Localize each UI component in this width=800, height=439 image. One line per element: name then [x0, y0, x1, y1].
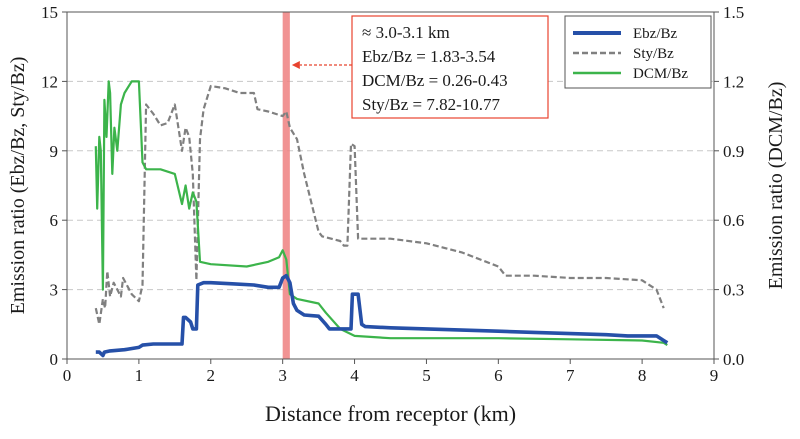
x-tick-label: 1	[135, 366, 144, 385]
series-line-ebz-bz	[95, 273, 669, 358]
y-left-tick-label: 6	[50, 211, 59, 230]
legend-label-sty-bz: Sty/Bz	[633, 46, 674, 62]
series-layer	[94, 80, 669, 358]
y-axis-left-title: Emission ratio (Ebz/Bz, Sty/Bz)	[7, 57, 29, 315]
series-line-sty-bz	[94, 84, 665, 326]
y-right-tick-label: 0.9	[723, 142, 744, 161]
y-axis-right-title: Emission ratio (DCM/Bz)	[765, 82, 787, 290]
x-tick-label: 2	[207, 366, 216, 385]
y-right-tick-label: 0.3	[723, 281, 744, 300]
x-tick-label: 7	[566, 366, 575, 385]
annotation-arrowhead	[291, 61, 300, 69]
annotation-line: ≈ 3.0-3.1 km	[362, 23, 450, 42]
y-left-tick-label: 3	[50, 281, 59, 300]
x-tick-label: 0	[63, 366, 72, 385]
x-tick-label: 8	[638, 366, 647, 385]
x-tick-label: 4	[350, 366, 359, 385]
y-left-tick-label: 15	[41, 3, 58, 22]
annotation-frame	[351, 15, 549, 119]
y-right-tick-label: 0.0	[723, 350, 744, 369]
x-tick-label: 5	[422, 366, 431, 385]
legend-label-dcm-bz: DCM/Bz	[633, 66, 688, 82]
y-left-tick-label: 9	[50, 142, 59, 161]
annotation-box: ≈ 3.0-3.1 km Ebz/Bz = 1.83-3.54 DCM/Bz = 0…	[351, 15, 549, 119]
legend: Ebz/Bz Sty/Bz DCM/Bz	[564, 15, 712, 89]
x-tick-label: 3	[278, 366, 287, 385]
annotation-line: DCM/Bz = 0.26-0.43	[362, 71, 508, 90]
x-tick-label: 6	[494, 366, 503, 385]
y-right-tick-label: 1.5	[723, 3, 744, 22]
y-right-tick-label: 0.6	[723, 211, 744, 230]
x-axis-title: Distance from receptor (km)	[265, 401, 516, 426]
y-left-tick-label: 0	[50, 350, 59, 369]
legend-frame	[564, 15, 712, 89]
x-tick-label: 9	[710, 366, 719, 385]
highlight-band	[282, 12, 290, 359]
annotation-line: Sty/Bz = 7.82-10.77	[362, 95, 501, 114]
annotation-line: Ebz/Bz = 1.83-3.54	[362, 47, 496, 66]
legend-label-ebz-bz: Ebz/Bz	[633, 26, 677, 42]
plot-frame	[66, 11, 715, 360]
y-left-tick-label: 12	[41, 72, 58, 91]
series-line-dcm-bz	[94, 80, 668, 347]
y-right-tick-label: 1.2	[723, 72, 744, 91]
